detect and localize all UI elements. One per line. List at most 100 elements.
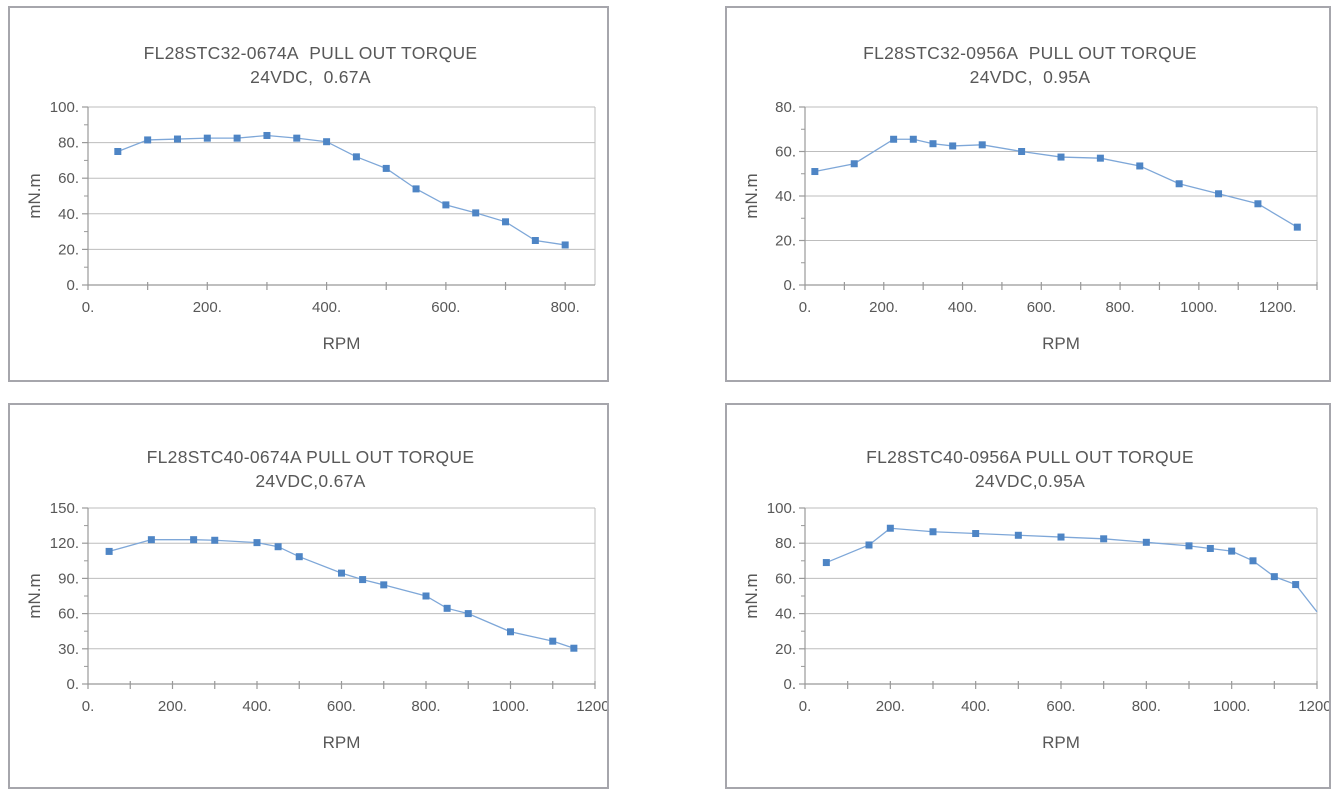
y-tick-label: 0. [66,676,79,693]
tick-labels: 0. 200. 400. 600. 800. 1000. 1200. 0. 30. 60. 90. 1… [50,500,607,715]
data-point-marker [822,559,830,567]
data-point-marker [1175,180,1183,188]
y-axis-title: mN.m [742,173,761,218]
data-point-marker [382,164,390,172]
data-point-marker [502,218,510,226]
series-line [826,527,1318,613]
x-tick-label: 800. [1105,299,1134,316]
chart-title: FL28STC32-0674A PULL OUT TORQUE [144,43,478,63]
data-point-marker [1293,223,1301,231]
gridlines [805,507,1318,684]
gridlines [805,106,1318,285]
x-tick-label: 1000. [1213,698,1251,715]
data-point-marker [865,541,873,549]
x-tick-label: 1200. [1259,299,1297,316]
data-point-marker [811,168,819,176]
axes [799,106,1318,290]
data-series [811,135,1301,231]
chart-title: FL28STC40-0674A PULL OUT TORQUE [147,447,475,467]
data-series [114,131,569,249]
series-line [108,539,575,649]
gridlines [88,507,596,684]
x-tick-label: 400. [961,698,990,715]
data-point-marker [380,581,388,589]
y-tick-label: 20. [775,641,796,658]
data-point-marker [263,131,271,139]
data-point-marker [890,135,898,143]
data-point-marker [929,528,937,536]
x-tick-label: 800. [1132,698,1161,715]
data-point-marker [293,134,301,142]
x-tick-label: 1000. [492,698,530,715]
data-point-marker [105,547,113,555]
data-series [822,524,1318,613]
torque-chart-fl28stc32-0956a: 0. 200. 400. 600. 800. 1000. 1200. 0. 20. 40. 60. 8… [742,43,1318,353]
y-tick-label: 40. [775,606,796,623]
data-point-marker [1254,200,1262,208]
y-tick-label: 80. [775,99,796,116]
data-point-marker [1228,547,1236,555]
data-point-marker [274,543,282,551]
data-point-marker [949,142,957,150]
y-tick-label: 60. [58,170,79,187]
data-point-marker [561,241,569,249]
data-point-marker [359,576,367,584]
data-point-marker [531,237,539,244]
chart-subtitle: 24VDC, 0.67A [250,67,371,87]
data-point-marker [422,592,430,600]
y-tick-label: 0. [66,277,79,294]
x-tick-label: 800. [551,299,580,316]
y-axis-title: mN.m [25,573,44,618]
x-tick-label: 1200. [576,698,607,715]
chart-subtitle: 24VDC,0.67A [255,471,365,491]
data-point-marker [338,569,345,577]
data-point-marker [1206,544,1214,552]
chart-title: FL28STC40-0956A PULL OUT TORQUE [866,447,1194,467]
data-point-marker [850,160,858,168]
data-point-marker [211,536,219,544]
chart-text: FL28STC40-0956A PULL OUT TORQUE 24VDC,0.9… [742,447,1194,752]
y-tick-label: 0. [783,277,796,294]
x-tick-label: 0. [82,698,95,715]
data-point-marker [1136,162,1144,170]
y-tick-label: 0. [783,676,796,693]
data-point-marker [972,530,980,538]
y-tick-label: 60. [775,570,796,587]
data-point-marker [233,134,241,142]
y-tick-label: 90. [58,570,79,587]
series-line [117,134,566,246]
data-point-marker [443,604,451,612]
data-point-marker [886,524,894,532]
x-tick-label: 200. [876,698,905,715]
x-axis-title: RPM [1042,334,1080,353]
data-point-marker [1096,154,1104,162]
data-point-marker [295,553,303,561]
x-tick-label: 600. [431,299,460,316]
data-point-marker [173,135,181,143]
y-tick-label: 80. [58,135,79,152]
x-tick-label: 200. [158,698,187,715]
data-point-marker [253,539,261,547]
y-tick-label: 60. [58,606,79,623]
data-series [105,536,578,652]
tick-labels: 0. 200. 400. 600. 800. 0. 20. 40. 60. 80. 100. [50,99,580,316]
torque-chart-fl28stc40-0956a: 0. 200. 400. 600. 800. 1000. 1200. 0. 20. 40. 60. 8… [742,447,1329,752]
axes [82,507,596,689]
y-tick-label: 30. [58,641,79,658]
data-point-marker [1249,557,1257,565]
y-tick-label: 20. [58,241,79,258]
data-point-marker [1018,148,1026,155]
x-tick-label: 0. [82,299,95,316]
data-point-marker [978,141,986,149]
data-point-marker [909,135,917,143]
chart-panel-top-left: 0. 200. 400. 600. 800. 0. 20. 40. 60. 80. 100. FL28… [8,6,609,382]
y-tick-label: 60. [775,144,796,161]
data-point-marker [147,536,155,544]
y-tick-label: 100. [50,99,79,116]
x-axis-title: RPM [323,733,361,752]
data-point-marker [1100,535,1108,543]
x-tick-label: 400. [242,698,271,715]
chart-panel-bottom-left: 0. 200. 400. 600. 800. 1000. 1200. 0. 30. 60. 90. 1… [8,403,609,789]
x-tick-label: 0. [799,698,812,715]
data-point-marker [1057,153,1065,161]
